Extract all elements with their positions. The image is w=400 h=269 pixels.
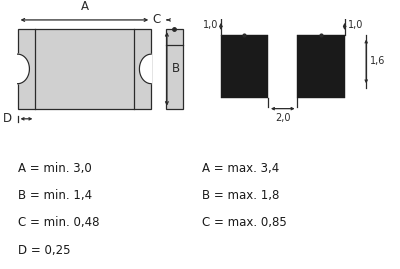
Text: D = 0,25: D = 0,25	[18, 244, 70, 257]
Bar	[166, 29, 183, 109]
Text: C: C	[153, 13, 161, 26]
Text: A: A	[80, 1, 88, 13]
Text: B = min. 1,4: B = min. 1,4	[18, 189, 92, 202]
Bar	[221, 35, 268, 98]
Text: A = max. 3,4: A = max. 3,4	[202, 162, 280, 175]
Text: 1,0: 1,0	[202, 20, 218, 30]
Bar	[18, 29, 151, 109]
Text: D: D	[3, 112, 12, 125]
Text: A = min. 3,0: A = min. 3,0	[18, 162, 91, 175]
Text: B = max. 1,8: B = max. 1,8	[202, 189, 280, 202]
Text: 2,0: 2,0	[275, 113, 290, 123]
Polygon shape	[18, 54, 30, 84]
Text: C = max. 0,85: C = max. 0,85	[202, 216, 287, 229]
Bar	[298, 35, 345, 98]
Polygon shape	[140, 54, 151, 84]
Text: 1,0: 1,0	[348, 20, 363, 30]
Text: C = min. 0,48: C = min. 0,48	[18, 216, 99, 229]
Text: 1,6: 1,6	[370, 56, 386, 66]
Text: B: B	[172, 62, 180, 75]
